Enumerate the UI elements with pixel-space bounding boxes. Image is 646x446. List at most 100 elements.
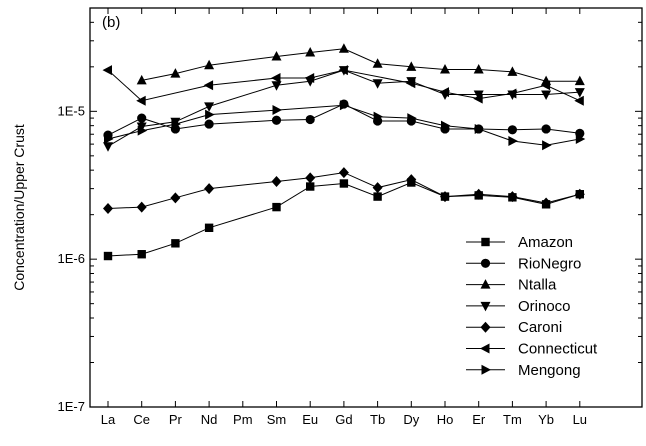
marker-triangle-up xyxy=(338,43,349,53)
marker-triangle-up xyxy=(480,279,491,289)
marker-triangle-up xyxy=(271,50,282,61)
marker-triangle-left xyxy=(136,95,146,106)
marker-triangle-right xyxy=(474,123,485,134)
legend-label: Mengong xyxy=(518,362,581,379)
marker-diamond xyxy=(440,191,450,203)
x-tick-label: Yb xyxy=(538,412,554,427)
marker-diamond xyxy=(507,191,518,203)
series-markers xyxy=(102,43,586,261)
marker-diamond xyxy=(170,192,181,204)
series-lines xyxy=(107,48,581,257)
marker-triangle-up xyxy=(473,63,484,74)
legend-label: Orinoco xyxy=(518,298,571,315)
marker-triangle-up xyxy=(507,66,518,76)
legend-label: RioNegro xyxy=(518,255,581,272)
marker-triangle-right xyxy=(575,133,586,144)
marker-triangle-right xyxy=(272,105,282,116)
marker-diamond xyxy=(541,197,552,209)
marker-diamond xyxy=(103,203,113,215)
marker-triangle-right xyxy=(339,100,350,111)
marker-triangle-up xyxy=(406,61,417,71)
marker-triangle-up xyxy=(372,58,383,68)
series-line-connecticut xyxy=(107,69,581,102)
marker-triangle-up xyxy=(136,74,147,85)
y-axis-title: Concentration/Upper Crust xyxy=(11,124,27,291)
legend-label: Amazon xyxy=(518,234,573,251)
plot-frame xyxy=(89,7,643,408)
x-tick-label: Nd xyxy=(201,412,218,427)
x-tick-label: Pm xyxy=(233,412,253,427)
marker-triangle-right xyxy=(441,120,451,131)
marker-triangle-down xyxy=(574,88,585,98)
marker-triangle-right xyxy=(542,140,552,151)
x-tick-label: Ce xyxy=(133,412,150,427)
marker-diamond xyxy=(271,176,282,188)
series-line-caroni xyxy=(107,172,580,209)
marker-square xyxy=(306,182,315,191)
x-tick-label: Er xyxy=(472,412,486,427)
x-tick-label: Sm xyxy=(267,412,287,427)
marker-triangle-left xyxy=(480,343,490,354)
marker-triangle-left xyxy=(338,65,348,76)
marker-triangle-up xyxy=(305,47,316,57)
axis-ticks xyxy=(90,7,642,408)
marker-square xyxy=(373,192,382,201)
marker-square xyxy=(339,179,349,188)
marker-triangle-right xyxy=(407,113,417,124)
marker-triangle-down xyxy=(271,81,282,91)
legend-label: Caroni xyxy=(518,319,562,336)
x-tick-label: Ho xyxy=(437,412,454,427)
marker-diamond xyxy=(480,321,491,333)
marker-diamond xyxy=(574,188,585,200)
marker-triangle-down xyxy=(372,79,383,89)
marker-square xyxy=(272,202,281,212)
x-tick-label: La xyxy=(101,412,116,427)
marker-circle xyxy=(507,125,517,135)
marker-triangle-left xyxy=(574,95,584,106)
marker-triangle-right xyxy=(171,119,181,130)
x-tick-label: Eu xyxy=(302,412,318,427)
marker-circle xyxy=(271,115,282,125)
marker-diamond xyxy=(338,167,349,179)
marker-triangle-left xyxy=(506,88,517,99)
marker-triangle-right xyxy=(373,111,384,122)
marker-diamond xyxy=(406,174,417,186)
panel-label: (b) xyxy=(102,14,120,31)
marker-triangle-right xyxy=(104,133,114,144)
y-tick-label: 1E-6 xyxy=(58,251,85,266)
marker-triangle-down xyxy=(136,122,147,132)
plot-border xyxy=(89,7,643,408)
marker-diamond xyxy=(372,182,383,194)
marker-diamond xyxy=(473,188,484,200)
axis-labels: 1E-7 1E-6 1E-5 La Ce Pr Nd Pm Sm Eu Gd Tb Dy Ho Er Tm Yb… xyxy=(58,103,588,427)
marker-triangle-right xyxy=(508,135,518,146)
marker-diamond xyxy=(305,172,316,184)
marker-circle xyxy=(137,113,147,123)
marker-triangle-left xyxy=(540,80,551,91)
marker-triangle-down xyxy=(480,301,491,312)
marker-circle xyxy=(541,124,551,134)
marker-triangle-down xyxy=(473,90,484,100)
series-line-rionegro xyxy=(107,103,580,136)
y-tick-label: 1E-7 xyxy=(58,399,85,414)
legend-label: Connecticut xyxy=(518,341,598,358)
marker-triangle-down xyxy=(103,142,113,152)
series-line-amazon xyxy=(107,181,580,257)
legend: Amazon RioNegro Ntalla Orinoco Caroni Connect… xyxy=(466,234,598,379)
marker-circle xyxy=(480,258,491,268)
marker-triangle-right xyxy=(205,109,215,120)
marker-triangle-left xyxy=(473,93,483,104)
marker-triangle-right xyxy=(481,364,491,375)
marker-triangle-up xyxy=(204,59,215,70)
marker-circle xyxy=(204,119,214,129)
x-tick-label: Tb xyxy=(370,412,385,427)
y-tick-label: 1E-5 xyxy=(58,103,85,118)
marker-square xyxy=(103,251,113,261)
marker-square xyxy=(137,250,146,259)
x-tick-label: Pr xyxy=(169,412,183,427)
marker-triangle-left xyxy=(203,80,214,91)
marker-triangle-left xyxy=(439,87,449,98)
marker-triangle-left xyxy=(271,73,281,84)
marker-triangle-up xyxy=(574,75,585,86)
